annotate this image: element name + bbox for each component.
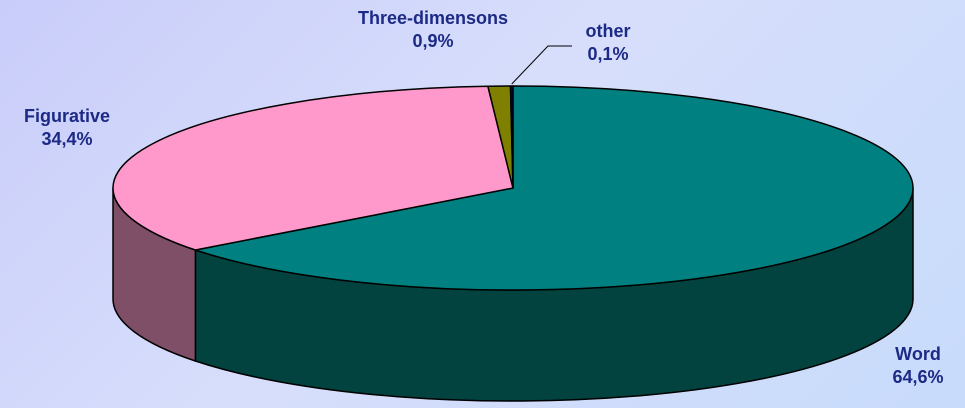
slice-value-word: 64,6% bbox=[892, 367, 944, 387]
slice-name-figurative: Figurative bbox=[23, 106, 111, 126]
slice-label-other: other 0,1% bbox=[568, 20, 648, 66]
slice-value-three-dimensions: 0,9% bbox=[412, 31, 454, 51]
slice-name-other: other bbox=[585, 21, 631, 41]
slice-value-figurative: 34,4% bbox=[41, 129, 93, 149]
pie-top-slices bbox=[112, 85, 914, 291]
slice-value-other: 0,1% bbox=[587, 44, 629, 64]
slice-name-word: Word bbox=[895, 344, 941, 364]
pie-slice-word bbox=[194, 85, 914, 291]
slice-name-three-dimensions: Three-dimensons bbox=[357, 8, 509, 28]
slice-label-word: Word 64,6% bbox=[868, 343, 965, 389]
leader-line-other bbox=[511, 45, 572, 85]
slice-label-figurative: Figurative 34,4% bbox=[2, 105, 132, 151]
pie-slice-other bbox=[509, 85, 514, 189]
slice-label-three-dimensions: Three-dimensons 0,9% bbox=[318, 7, 548, 53]
pie-slice-figurative bbox=[112, 85, 514, 251]
